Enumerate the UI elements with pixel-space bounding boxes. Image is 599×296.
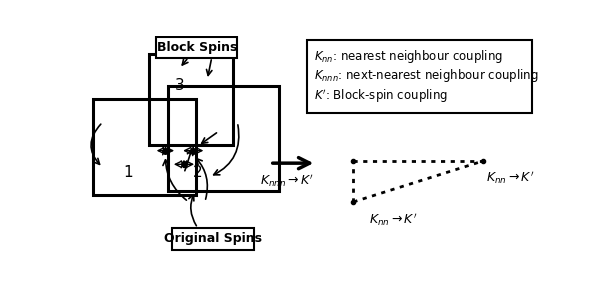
Bar (156, 37, 237, 58)
Text: Block Spins: Block Spins (156, 41, 237, 54)
Text: Original Spins: Original Spins (164, 232, 262, 245)
Bar (168, 86, 279, 191)
Bar (307, 40, 532, 113)
Bar (93, 99, 196, 195)
Text: 2: 2 (193, 165, 202, 180)
Text: $K'$: Block-spin coupling: $K'$: Block-spin coupling (314, 87, 448, 105)
Text: $K_{nnn} \rightarrow K'$: $K_{nnn} \rightarrow K'$ (260, 172, 314, 189)
Text: $K_{nn} \rightarrow K'$: $K_{nn} \rightarrow K'$ (486, 170, 534, 186)
Text: 3: 3 (174, 78, 184, 93)
Bar (173, 228, 253, 250)
Text: 1: 1 (123, 165, 133, 180)
Text: $K_{nn}$: nearest neighbour coupling: $K_{nn}$: nearest neighbour coupling (314, 48, 503, 65)
Bar (149, 54, 232, 145)
Text: $K_{nn} \rightarrow K'$: $K_{nn} \rightarrow K'$ (369, 211, 417, 228)
Text: $K_{nnn}$: next-nearest neighbour coupling: $K_{nnn}$: next-nearest neighbour coupli… (314, 67, 539, 84)
